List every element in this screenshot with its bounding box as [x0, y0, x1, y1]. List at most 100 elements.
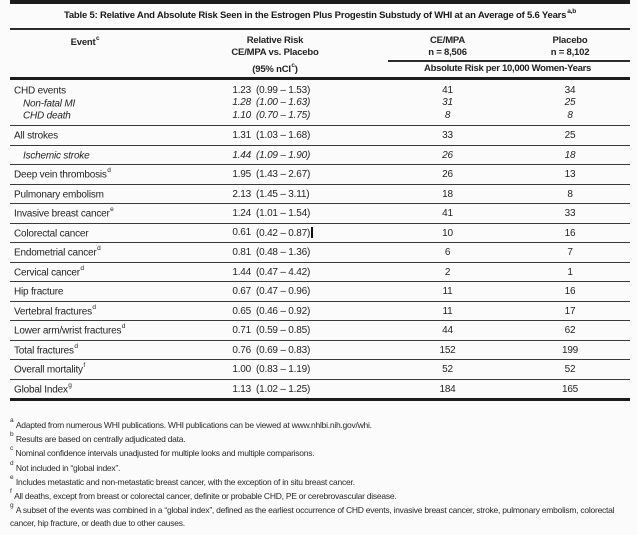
confidence-interval: (1.09 – 1.90) [256, 149, 311, 161]
placebo-value: 52 [564, 364, 576, 376]
table-row: Deep vein thrombosisd 1.95 (1.43 – 2.67) … [10, 165, 630, 184]
relative-risk-cell: 1.10 (0.70 – 1.75) [175, 110, 385, 121]
relative-risk-cell: 1.44 (0.47 – 4.42) [175, 267, 385, 278]
relative-risk-value: 0.71 [232, 325, 251, 337]
confidence-interval: (1.45 – 3.11) [256, 188, 310, 200]
footnote-marker: f [83, 362, 85, 370]
row-group: Total fracturesd 0.76 (0.69 – 0.83) 152 1… [10, 341, 630, 361]
cempa-value: 31 [442, 97, 453, 109]
column-header-placebo: Placebo n = 8,102 [510, 35, 630, 59]
row-group: Endometrial cancerd 0.81 (0.48 – 1.36) 6 … [10, 243, 630, 263]
placebo-value: 16 [564, 227, 576, 239]
relative-risk-value: 0.76 [232, 344, 251, 356]
event-label: Vertebral fractures [14, 306, 92, 318]
footnote-marker: d [80, 264, 84, 272]
nci-footnote-marker: c [291, 62, 295, 69]
table-row: Hip fracture 0.67 (0.47 – 0.96) 11 16 [10, 282, 630, 301]
placebo-value: 16 [564, 286, 576, 298]
table-row: Global Indexg 1.13 (1.02 – 1.25) 184 165 [10, 380, 630, 399]
table-row: Colorectal cancer 0.61 (0.42 – 0.87) 10 1… [10, 224, 630, 243]
relative-risk-cell: 1.28 (1.00 – 1.63) [175, 97, 385, 108]
event-cell: Global Indexg [10, 381, 175, 396]
placebo-value: 8 [567, 109, 573, 121]
placebo-value: 199 [561, 344, 579, 356]
table-body: CHD events 1.23 (0.99 – 1.53) 41 34 Non-f… [10, 81, 630, 402]
cempa-value: 18 [442, 188, 453, 200]
nci-header: (95% nCIc) [170, 62, 380, 76]
event-label: Deep vein thrombosis [14, 169, 107, 181]
footnote-text: All deaths, except from breast or colore… [14, 491, 397, 501]
table-top-rule [10, 0, 630, 4]
table-row: Overall mortalityf 1.00 (0.83 – 1.19) 52 … [10, 360, 630, 379]
placebo-value: 25 [564, 97, 576, 109]
column-header-relative-risk: Relative Risk CE/MPA vs. Placebo [170, 35, 380, 59]
cempa-value: 184 [439, 383, 456, 395]
cempa-value: 152 [439, 344, 456, 356]
column-header-cempa: CE/MPA n = 8,506 [385, 35, 510, 59]
event-label: All strokes [14, 130, 58, 142]
event-label: Hip fracture [14, 286, 64, 298]
row-group-chd: CHD events 1.23 (0.99 – 1.53) 41 34 Non-f… [10, 81, 630, 127]
footnote-text: Results are based on centrally adjudicat… [15, 434, 186, 445]
footnote-text: Not included in “global index”. [15, 462, 121, 473]
row-group: Pulmonary embolism 2.13 (1.45 – 3.11) 18 … [10, 185, 630, 205]
absolute-risk-divider-rule [388, 60, 630, 62]
event-cell: Overall mortalityf [10, 362, 175, 375]
relative-risk-cell: 0.61 (0.42 – 0.87) [175, 227, 385, 239]
cempa-value: 11 [442, 286, 453, 298]
row-group: Ischemic stroke 1.44 (1.09 – 1.90) 26 18 [10, 146, 630, 166]
placebo-value: 18 [564, 149, 576, 161]
table-title-text: Table 5: Relative And Absolute Risk Seen… [63, 10, 567, 22]
row-group: Global Indexg 1.13 (1.02 – 1.25) 184 165 [10, 380, 630, 402]
title-divider-rule [10, 28, 630, 30]
relative-risk-cell: 1.44 (1.09 – 1.90) [175, 150, 385, 161]
footnote-marker: d [97, 245, 101, 253]
placebo-value: 33 [564, 208, 576, 220]
confidence-interval-text: (0.42 – 0.87) [256, 228, 311, 240]
table-row: Vertebral fracturesd 0.65 (0.46 – 0.92) 1… [10, 302, 630, 321]
nci-header-text: (95% nCI [252, 64, 291, 76]
cempa-value: 11 [442, 305, 453, 317]
event-label: Lower arm/wrist fractures [14, 325, 122, 337]
cempa-value: 44 [442, 325, 453, 337]
cempa-value: 26 [442, 169, 453, 181]
row-group: Colorectal cancer 0.61 (0.42 – 0.87) 10 1… [10, 224, 630, 244]
footnote-c: c Nominal confidence intervals unadjusted… [10, 445, 632, 459]
event-cell: Hip fracture [10, 285, 175, 298]
event-label: Invasive breast cancer [14, 208, 110, 220]
row-group: All strokes 1.31 (1.03 – 1.68) 33 25 [10, 126, 630, 146]
text-cursor [311, 227, 313, 239]
relative-risk-cell: 1.24 (1.01 – 1.54) [175, 208, 385, 219]
relative-risk-cell: 1.31 (1.03 – 1.68) [175, 130, 385, 141]
event-footnote-marker: c [95, 35, 100, 42]
row-group: Invasive breast cancere 1.24 (1.01 – 1.54… [10, 204, 630, 224]
table-row: Total fracturesd 0.76 (0.69 – 0.83) 152 1… [10, 341, 630, 360]
relative-risk-value: 1.95 [232, 169, 251, 181]
table-row: Invasive breast cancere 1.24 (1.01 – 1.54… [10, 204, 630, 223]
footnote-e: e Includes metastatic and non-metastatic … [10, 474, 632, 488]
placebo-value: 165 [561, 383, 579, 395]
footnote-letter: e [10, 473, 14, 481]
title-footnote-marker: a,b [567, 8, 577, 15]
event-cell: Vertebral fracturesd [10, 304, 175, 318]
relative-risk-value: 1.13 [232, 383, 251, 395]
confidence-interval: (0.69 – 0.83) [256, 344, 311, 356]
event-label: Global Index [14, 384, 68, 396]
event-cell: Total fracturesd [10, 343, 175, 356]
table-row: All strokes 1.31 (1.03 – 1.68) 33 25 [10, 126, 630, 145]
nci-header-close: ) [294, 64, 298, 76]
event-label: CHD death [23, 110, 71, 122]
row-group: Deep vein thrombosisd 1.95 (1.43 – 2.67) … [10, 165, 630, 185]
table-row: CHD events 1.23 (0.99 – 1.53) 41 34 [10, 84, 630, 97]
absolute-risk-spanning-header: Absolute Risk per 10,000 Women-Years [424, 63, 591, 74]
placebo-value: 1 [567, 266, 573, 278]
column-header-event: Eventc [10, 35, 160, 48]
event-label: Endometrial cancer [14, 247, 97, 259]
relative-risk-cell: 1.00 (0.83 – 1.19) [175, 364, 385, 375]
event-cell: Ischemic stroke [10, 149, 175, 161]
footnote-marker: g [68, 381, 72, 389]
placebo-value: 34 [564, 84, 576, 96]
cempa-header-n: n = 8,506 [428, 47, 467, 58]
cempa-value: 8 [444, 109, 451, 121]
event-cell: Endometrial cancerd [10, 245, 175, 259]
